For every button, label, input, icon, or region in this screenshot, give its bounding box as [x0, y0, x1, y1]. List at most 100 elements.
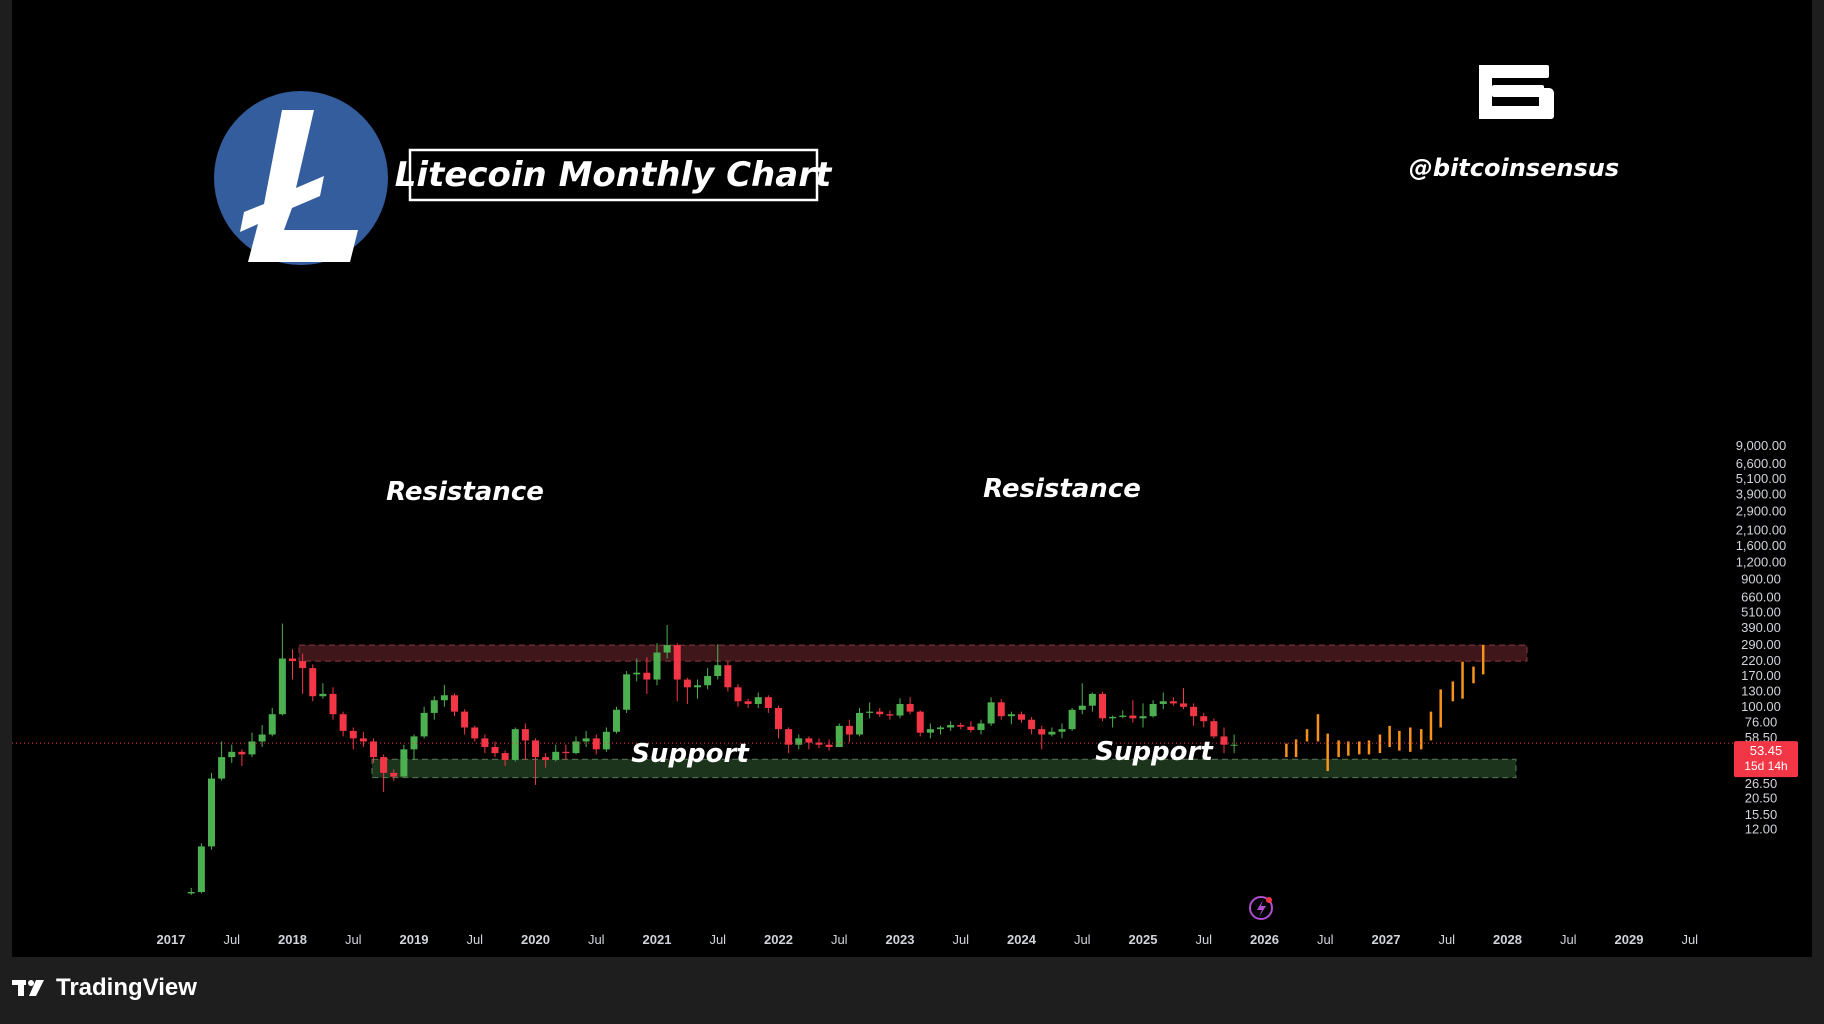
- candle-body: [1159, 701, 1167, 704]
- candle-body: [906, 703, 914, 712]
- candle-body: [572, 741, 580, 754]
- bitcoinsensus-logo-icon: [1479, 65, 1554, 119]
- candle-body: [592, 738, 600, 750]
- candle-body: [1230, 744, 1238, 746]
- x-tick-label: Jul: [588, 932, 605, 947]
- candle-body: [997, 702, 1005, 717]
- x-tick-label: 2028: [1493, 932, 1522, 947]
- candle-body: [440, 695, 448, 701]
- candle-body: [197, 846, 205, 892]
- candle-body: [420, 712, 428, 737]
- resistance-zone: [298, 644, 1528, 662]
- x-tick-label: 2018: [278, 932, 307, 947]
- y-tick-label: 2,900.00: [1736, 504, 1787, 519]
- candle-body: [1068, 709, 1076, 730]
- y-tick-label: 170.00: [1741, 668, 1781, 683]
- candle-body: [501, 753, 509, 760]
- resistance-label-1: Resistance: [386, 477, 544, 507]
- tradingview-logo-icon: [12, 980, 44, 996]
- x-tick-label: 2017: [157, 932, 186, 947]
- candle-body: [1007, 714, 1015, 717]
- candle-body: [521, 729, 529, 741]
- candle-body: [835, 725, 843, 747]
- x-tick-label: Jul: [1195, 932, 1212, 947]
- candle-body: [278, 658, 286, 715]
- lightning-icon[interactable]: [1249, 896, 1273, 920]
- candle-body: [1119, 715, 1127, 717]
- candle-body: [856, 712, 863, 735]
- y-tick-label: 100.00: [1741, 699, 1781, 714]
- candle-body: [694, 685, 701, 688]
- candle-body: [187, 891, 195, 894]
- candle-body: [653, 652, 661, 680]
- candle-body: [613, 709, 620, 732]
- x-tick-label: 2026: [1250, 932, 1279, 947]
- candle-body: [1018, 714, 1025, 720]
- candle-body: [461, 711, 469, 728]
- y-tick-label: 76.00: [1745, 715, 1778, 730]
- y-tick-label: 390.00: [1741, 620, 1781, 635]
- x-tick-label: Jul: [952, 932, 969, 947]
- candle-body: [845, 725, 853, 735]
- y-tick-label: 3,900.00: [1736, 486, 1787, 501]
- candle-body: [886, 714, 894, 716]
- candle-body: [947, 725, 955, 728]
- candle-body: [349, 730, 357, 739]
- candle-body: [1180, 703, 1187, 707]
- candle-body: [1200, 716, 1208, 722]
- candle-body: [1220, 736, 1228, 745]
- candle-body: [785, 729, 793, 745]
- candle-body: [957, 725, 965, 727]
- candle-body: [916, 711, 924, 733]
- candle-body: [1210, 721, 1218, 737]
- y-tick-label: 12.00: [1745, 822, 1778, 837]
- time-axis[interactable]: 2017 Jul 2018 Jul 2019 Jul 2020 Jul 2021 Jul 2022 J…: [157, 932, 1699, 947]
- candle-body: [744, 701, 752, 704]
- candle-body: [390, 772, 398, 777]
- candle-body: [896, 703, 904, 716]
- x-tick-label: Jul: [345, 932, 362, 947]
- candle-body: [1190, 706, 1198, 717]
- candle-body: [602, 731, 610, 750]
- tradingview-brand[interactable]: TradingView: [12, 974, 197, 1002]
- chart-area[interactable]: Resistance Resistance Support Support Li…: [12, 0, 1812, 957]
- handle-text: @bitcoinsensus: [1409, 154, 1619, 182]
- y-tick-label: 290.00: [1741, 637, 1781, 652]
- candle-body: [542, 757, 550, 760]
- candle-body: [663, 645, 671, 653]
- candle-body: [552, 751, 560, 760]
- x-tick-label: Jul: [709, 932, 726, 947]
- candle-body: [623, 674, 631, 710]
- candle-body: [987, 702, 995, 724]
- candle-body: [714, 665, 722, 677]
- x-tick-label: 2021: [643, 932, 672, 947]
- litecoin-logo-icon: [214, 91, 388, 265]
- y-tick-label: 15.50: [1745, 807, 1778, 822]
- footer-bar: [0, 957, 1824, 1024]
- x-tick-label: 2027: [1372, 932, 1401, 947]
- candle-body: [1078, 705, 1086, 710]
- candle-body: [268, 714, 276, 735]
- candle-body: [1149, 703, 1157, 717]
- candle-body: [258, 734, 266, 742]
- candle-body: [754, 697, 762, 704]
- candle-body: [410, 736, 418, 750]
- resistance-label-2: Resistance: [983, 474, 1141, 504]
- candle-body: [562, 751, 570, 754]
- current-price-badge: 53.45 15d 14h: [1734, 741, 1798, 778]
- candle-body: [451, 695, 458, 712]
- y-tick-label: 6,600.00: [1736, 456, 1787, 471]
- price-chart[interactable]: Resistance Resistance Support Support Li…: [12, 0, 1812, 957]
- support-label-2: Support: [1095, 737, 1214, 767]
- y-tick-label: 660.00: [1741, 589, 1781, 604]
- y-tick-label: 510.00: [1741, 604, 1781, 619]
- x-tick-label: 2020: [521, 932, 550, 947]
- candle-body: [977, 723, 985, 731]
- candle-body: [238, 751, 246, 755]
- x-tick-label: Jul: [223, 932, 240, 947]
- x-tick-label: Jul: [1560, 932, 1577, 947]
- y-tick-label: 20.50: [1745, 791, 1778, 806]
- y-tick-label: 1,600.00: [1736, 538, 1787, 553]
- price-axis[interactable]: 12.0015.5020.5026.5034.5058.5076.00100.0…: [1736, 438, 1787, 837]
- candle-body: [1129, 715, 1137, 719]
